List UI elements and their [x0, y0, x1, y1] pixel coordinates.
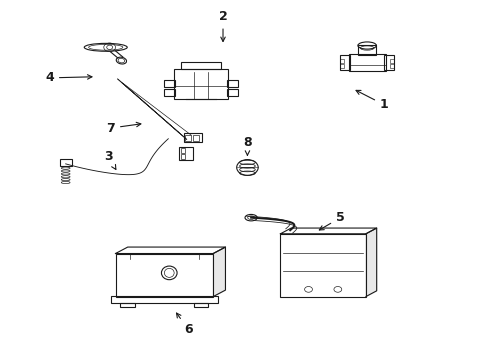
Bar [340, 55, 350, 69]
Bar [185, 135, 191, 141]
Bar [194, 303, 208, 307]
Polygon shape [116, 247, 225, 253]
Bar [340, 64, 344, 68]
Bar [340, 59, 344, 63]
Text: 4: 4 [45, 71, 92, 84]
Bar [193, 135, 198, 141]
Bar [184, 134, 202, 142]
Bar [280, 234, 366, 297]
Text: 7: 7 [106, 122, 141, 135]
Bar [179, 147, 193, 160]
Bar [227, 89, 238, 96]
Bar [227, 80, 238, 87]
Bar [174, 69, 228, 99]
Bar [116, 253, 213, 297]
Bar [348, 54, 386, 71]
Bar [164, 80, 175, 87]
Text: 6: 6 [176, 313, 193, 337]
Bar [164, 89, 175, 96]
Text: 3: 3 [104, 150, 116, 170]
Bar [181, 62, 221, 69]
Text: 8: 8 [243, 136, 252, 155]
Polygon shape [280, 228, 377, 234]
Bar [121, 303, 135, 307]
Bar [60, 159, 72, 166]
Text: 5: 5 [319, 211, 344, 230]
Text: 2: 2 [219, 10, 227, 41]
Bar [180, 154, 185, 159]
Text: 1: 1 [356, 90, 389, 111]
Bar [358, 45, 376, 55]
Bar [390, 59, 394, 63]
Bar [180, 148, 185, 153]
Polygon shape [366, 228, 377, 297]
Polygon shape [213, 247, 225, 297]
Bar [390, 64, 394, 68]
Bar [111, 296, 218, 303]
Bar [384, 55, 394, 69]
